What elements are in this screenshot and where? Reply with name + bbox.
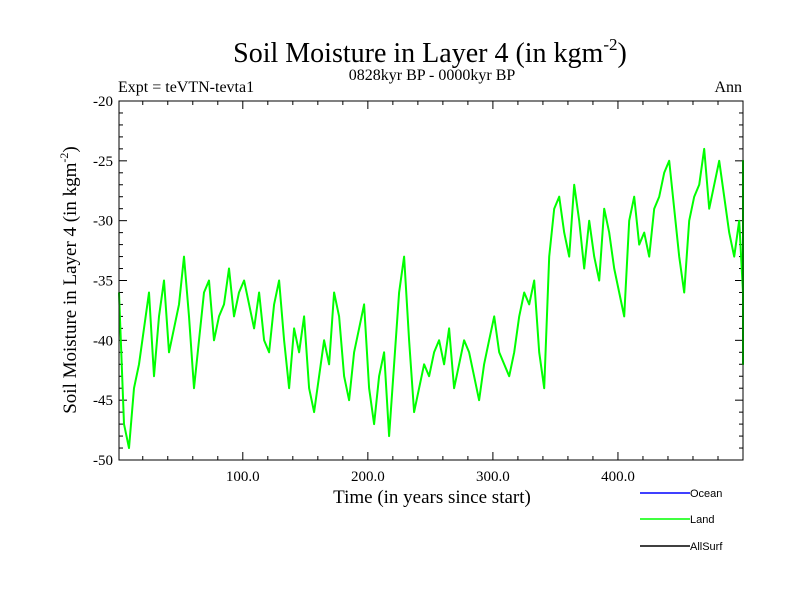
season-label: Ann: [714, 79, 742, 96]
y-tick-label: -50: [93, 453, 113, 469]
series-layer: [118, 147, 744, 449]
experiment-label: Expt = teVTN-tevta1: [118, 79, 254, 96]
legend-label-ocean: Ocean: [690, 488, 722, 500]
y-axis-label: Soil Moisture in Layer 4 (in kgm-2): [57, 146, 81, 414]
y-tick-label: -45: [93, 393, 113, 409]
y-tick-label: -40: [93, 333, 113, 349]
y-tick-label: -35: [93, 274, 113, 290]
plot-frame: [118, 100, 744, 461]
y-tick-label: -30: [93, 214, 113, 230]
legend-label-allsurf: AllSurf: [690, 541, 723, 553]
ticks-layer: -20 -25 -30 -35 -40 -45 -50 100.0 200.0 300.0 400.…: [93, 94, 743, 485]
series-line-land: [118, 147, 744, 449]
x-tick-label: 400.0: [601, 469, 635, 485]
y-tick-label: -25: [93, 154, 113, 170]
subtitle: 0828kyr BP - 0000kyr BP: [349, 67, 516, 84]
x-tick-label: 100.0: [226, 469, 260, 485]
x-axis-label: Time (in years since start): [333, 487, 531, 508]
x-tick-label: 200.0: [351, 469, 385, 485]
x-tick-label: 300.0: [476, 469, 510, 485]
legend: Ocean Land AllSurf: [640, 488, 723, 553]
chart-title: Soil Moisture in Layer 4 (in kgm-2): [233, 35, 627, 69]
legend-label-land: Land: [690, 514, 714, 526]
y-tick-label: -20: [93, 94, 113, 110]
